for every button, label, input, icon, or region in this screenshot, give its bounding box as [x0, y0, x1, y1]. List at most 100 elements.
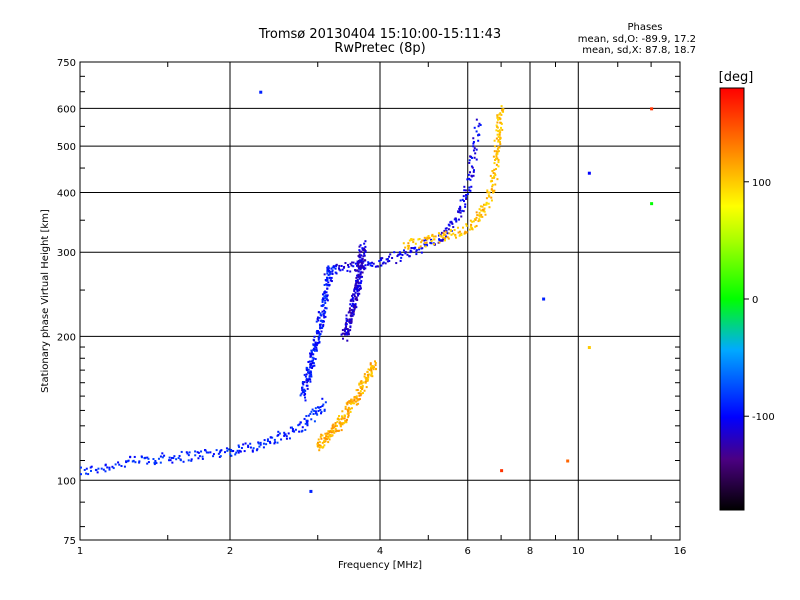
data-point	[311, 408, 314, 411]
data-point	[340, 265, 343, 268]
data-point	[104, 463, 107, 466]
data-point	[303, 381, 306, 384]
data-point	[326, 272, 329, 275]
data-point	[266, 439, 269, 442]
data-point	[321, 434, 324, 437]
data-point	[325, 297, 328, 300]
data-point	[310, 349, 313, 352]
data-point	[349, 325, 352, 328]
data-point	[488, 191, 491, 194]
data-point	[335, 263, 338, 266]
data-point	[293, 430, 296, 433]
data-point	[345, 317, 348, 320]
x-tick-label: 6	[465, 546, 471, 557]
data-point	[188, 451, 191, 454]
data-point	[374, 368, 377, 371]
data-point	[462, 210, 465, 213]
data-point	[480, 209, 483, 212]
data-point	[311, 366, 314, 369]
data-point	[429, 241, 432, 244]
data-point	[314, 345, 317, 348]
data-point	[426, 238, 429, 241]
data-point	[356, 399, 359, 402]
data-point	[351, 314, 354, 317]
data-point	[362, 381, 365, 384]
data-point	[309, 489, 313, 493]
data-point	[322, 445, 325, 448]
data-point	[441, 239, 444, 242]
data-point	[348, 401, 351, 404]
data-point	[348, 310, 351, 313]
data-point	[587, 346, 591, 350]
data-point	[240, 447, 243, 450]
data-point	[321, 300, 324, 303]
data-point	[446, 236, 449, 239]
data-point	[419, 245, 422, 248]
data-point	[347, 416, 350, 419]
data-point	[323, 439, 326, 442]
data-point	[440, 239, 443, 242]
data-point	[371, 375, 374, 378]
data-point	[304, 393, 307, 396]
data-point	[495, 137, 498, 140]
y-tick-label: 400	[57, 188, 76, 199]
data-point	[445, 227, 448, 230]
data-point	[217, 452, 220, 455]
data-point	[491, 177, 494, 180]
data-point	[319, 445, 322, 448]
data-point	[492, 155, 495, 158]
data-point	[204, 449, 207, 452]
data-point	[499, 137, 502, 140]
data-point	[344, 326, 347, 329]
data-point	[355, 306, 358, 309]
data-point	[388, 259, 391, 262]
grid-lines	[80, 62, 680, 540]
data-point	[284, 433, 287, 436]
data-point	[356, 398, 359, 401]
data-point	[340, 418, 343, 421]
data-point	[316, 441, 319, 444]
axis-ticks	[80, 62, 680, 540]
data-point	[307, 371, 310, 374]
y-tick-label: 750	[57, 58, 76, 69]
data-point	[418, 237, 421, 240]
data-point	[312, 343, 315, 346]
data-point	[468, 177, 471, 180]
data-point	[339, 421, 342, 424]
colorbar	[719, 87, 745, 511]
data-point	[478, 208, 481, 211]
data-point	[157, 457, 160, 460]
data-point	[349, 329, 352, 332]
data-point	[349, 319, 352, 322]
data-point	[363, 389, 366, 392]
data-point	[308, 372, 311, 375]
data-point	[179, 459, 182, 462]
data-point	[479, 205, 482, 208]
data-point	[306, 387, 309, 390]
data-point	[344, 407, 347, 410]
data-point	[442, 232, 445, 235]
data-point	[291, 430, 294, 433]
data-point	[350, 320, 353, 323]
data-point	[497, 150, 500, 153]
data-point	[316, 330, 319, 333]
data-point	[340, 429, 343, 432]
data-point	[304, 428, 307, 431]
data-point	[330, 427, 333, 430]
data-point	[446, 232, 449, 235]
data-point	[187, 454, 190, 457]
data-point	[140, 455, 143, 458]
data-point	[497, 161, 500, 164]
data-point	[542, 297, 546, 301]
data-point	[357, 276, 360, 279]
data-point	[138, 460, 141, 463]
data-point	[325, 283, 328, 286]
data-point	[108, 468, 111, 471]
y-tick-label: 200	[57, 332, 76, 343]
data-point	[310, 418, 313, 421]
data-point	[364, 240, 367, 243]
data-point	[327, 441, 330, 444]
data-point	[499, 143, 502, 146]
data-point	[350, 400, 353, 403]
data-point	[457, 231, 460, 234]
